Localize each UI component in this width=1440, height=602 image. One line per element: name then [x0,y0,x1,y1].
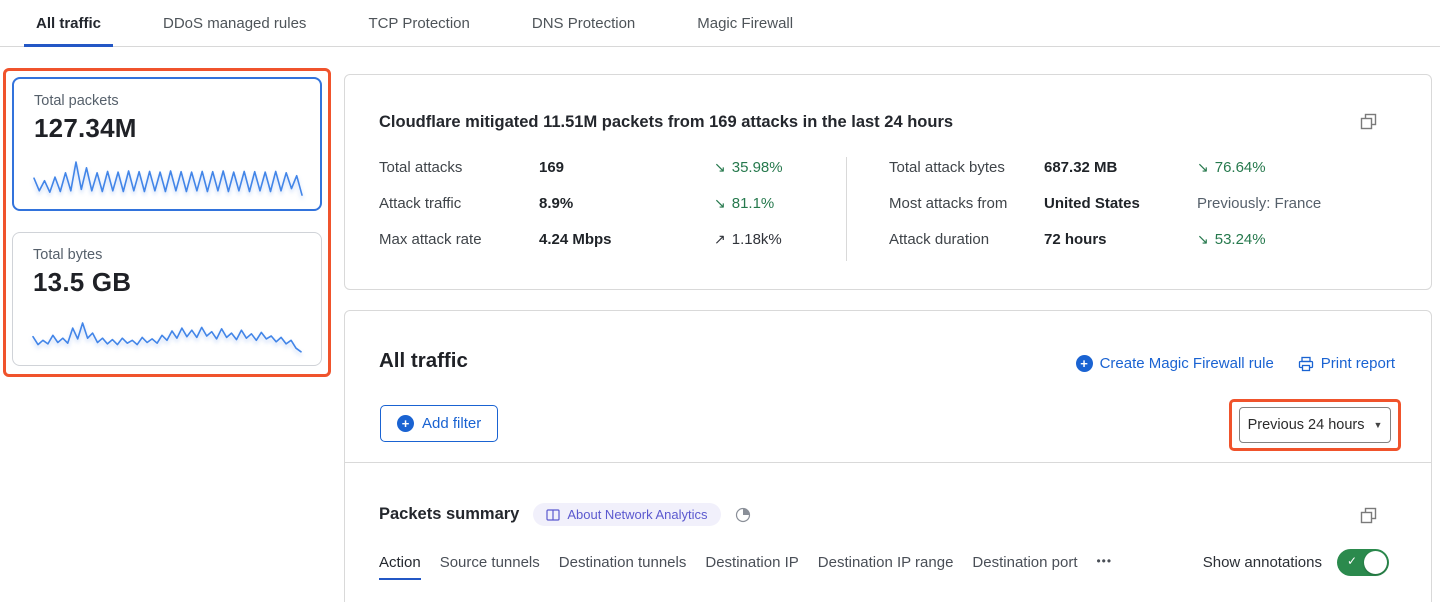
packets-summary-heading: Packets summary [379,505,520,523]
trend-down-icon: ↘ [1197,159,1209,175]
total-packets-title: Total packets [34,93,119,109]
stats-divider [846,157,847,261]
stat-value: 8.9% [539,195,574,212]
stat-label: Attack duration [889,231,990,248]
trend-down-icon: ↘ [714,159,726,175]
stat-label: Most attacks from [889,195,1008,212]
pie-chart-icon [735,507,751,523]
packets-summary-subtabs: Action Source tunnels Destination tunnel… [379,554,1112,580]
stat-label: Total attack bytes [889,159,1005,176]
show-annotations-control: Show annotations ✓ [1203,549,1389,576]
plus-circle-icon: + [397,415,414,432]
metric-cards-highlight-box: Total packets 127.34M Total bytes 13.5 G… [3,68,331,377]
total-packets-value: 127.34M [34,113,137,143]
copy-icon[interactable] [1360,113,1377,130]
stat-value: 4.24 Mbps [539,231,612,248]
stat-delta: ↘ 76.64% [1197,159,1266,176]
book-icon [546,508,560,521]
show-annotations-label: Show annotations [1202,554,1322,571]
subtab-destination-tunnels[interactable]: Destination tunnels [558,554,687,571]
add-filter-button[interactable]: + Add filter [380,405,499,442]
subtab-destination-ip-range[interactable]: Destination IP range [817,554,954,571]
stat-label: Max attack rate [379,231,482,248]
time-range-dropdown[interactable]: Previous 24 hours ▼ [1239,407,1391,443]
total-bytes-title: Total bytes [33,247,103,263]
stat-label: Attack traffic [379,195,462,212]
section-divider [345,462,1431,463]
show-annotations-toggle[interactable]: ✓ [1337,549,1389,576]
tab-dns-protection[interactable]: DNS Protection [531,14,636,32]
trend-down-icon: ↘ [714,195,726,211]
create-magic-firewall-rule-link[interactable]: + Create Magic Firewall rule [1075,355,1274,372]
total-packets-sparkline [33,161,303,196]
stat-delta: ↘ 81.1% [714,195,775,212]
tab-tcp-protection[interactable]: TCP Protection [368,14,470,32]
printer-icon [1298,356,1314,372]
subtab-destination-ip[interactable]: Destination IP [705,554,799,571]
time-range-highlight-box: Previous 24 hours ▼ [1229,399,1401,451]
tab-ddos-managed-rules[interactable]: DDoS managed rules [163,14,307,32]
subtab-destination-port[interactable]: Destination port [972,554,1078,571]
about-network-analytics-badge[interactable]: About Network Analytics [533,503,721,526]
toggle-knob [1364,551,1387,574]
top-tabbar: All traffic DDoS managed rules TCP Prote… [0,0,1440,47]
all-traffic-panel: All traffic + Create Magic Firewall rule… [344,310,1432,602]
check-icon: ✓ [1347,554,1358,568]
stat-label: Total attacks [379,159,463,176]
traffic-actions: + Create Magic Firewall rule Print repor… [1075,355,1395,372]
attack-summary-panel: Cloudflare mitigated 11.51M packets from… [344,74,1432,290]
total-packets-card[interactable]: Total packets 127.34M [12,77,322,211]
copy-icon[interactable] [1360,507,1377,524]
total-bytes-value: 13.5 GB [33,267,132,297]
stat-delta: ↘ 53.24% [1197,231,1266,248]
stat-delta: ↘ 35.98% [714,159,783,176]
stat-value: 169 [539,159,565,176]
subtab-action[interactable]: Action [379,554,421,580]
stat-value: 687.32 MB [1044,159,1118,176]
print-report-link[interactable]: Print report [1298,355,1395,372]
total-bytes-sparkline [32,322,302,353]
subtab-source-tunnels[interactable]: Source tunnels [439,554,540,571]
stat-value: United States [1044,195,1140,212]
packets-summary-header: Packets summary About Network Analytics [379,503,751,526]
stat-value: 72 hours [1044,231,1107,248]
subtabs-more-button[interactable]: ••• [1096,554,1113,568]
total-bytes-card[interactable]: Total bytes 13.5 GB [12,232,322,366]
stat-delta: ↗ 1.18k% [714,231,782,248]
tab-magic-firewall[interactable]: Magic Firewall [697,14,794,32]
chevron-down-icon: ▼ [1373,420,1383,430]
tab-all-traffic[interactable]: All traffic [24,0,114,47]
stat-previous-value: Previously: France [1197,195,1322,212]
all-traffic-heading: All traffic [379,349,468,372]
trend-up-icon: ↗ [714,231,726,247]
plus-circle-icon: + [1075,355,1093,372]
trend-down-icon: ↘ [1197,231,1209,247]
attack-summary-heading: Cloudflare mitigated 11.51M packets from… [379,113,954,131]
